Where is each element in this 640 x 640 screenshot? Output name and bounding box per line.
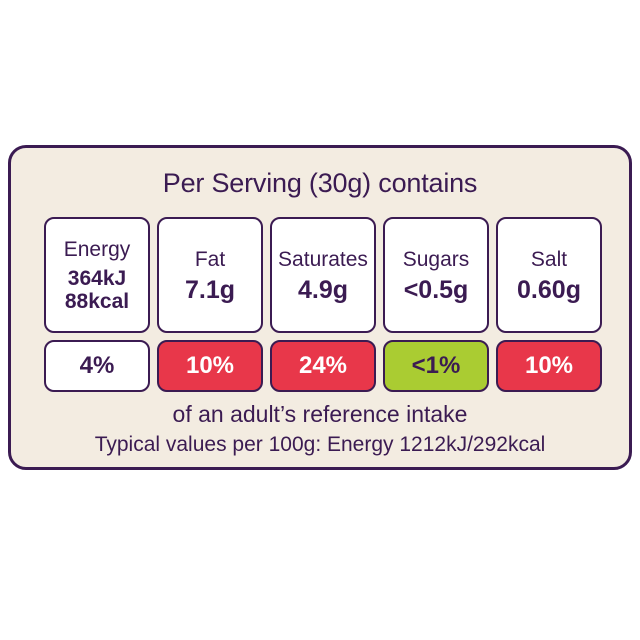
nutrient-cell-energy: Energy 364kJ 88kcal — [44, 217, 150, 333]
nutrient-value-energy-kj: 364kJ — [67, 266, 127, 290]
label-header: Per Serving (30g) contains — [162, 168, 478, 198]
nutrient-percent-sugars: <1% — [383, 340, 489, 392]
nutrient-name-salt: Salt — [530, 247, 568, 271]
nutrient-cell-sugars: Sugars <0.5g — [383, 217, 489, 333]
nutrient-value-energy-kcal: 88kcal — [64, 289, 130, 313]
nutrient-column-energy: Energy 364kJ 88kcal 4% — [44, 217, 150, 392]
nutrient-cell-saturates: Saturates 4.9g — [270, 217, 376, 333]
nutrient-column-salt: Salt 0.60g 10% — [496, 217, 602, 392]
nutrient-name-saturates: Saturates — [278, 247, 368, 271]
nutrient-percent-fat: 10% — [157, 340, 263, 392]
nutrient-name-energy: Energy — [63, 237, 131, 261]
nutrient-column-fat: Fat 7.1g 10% — [157, 217, 263, 392]
typical-values-note: Typical values per 100g: Energy 1212kJ/2… — [94, 433, 546, 456]
nutrient-cell-fat: Fat 7.1g — [157, 217, 263, 333]
nutrient-value-salt: 0.60g — [517, 275, 581, 304]
nutrient-value-fat: 7.1g — [184, 275, 236, 304]
nutrient-name-sugars: Sugars — [402, 247, 470, 271]
reference-intake-note: of an adult’s reference intake — [172, 401, 468, 427]
nutrient-value-sugars: <0.5g — [403, 275, 469, 304]
nutrient-column-sugars: Sugars <0.5g <1% — [383, 217, 489, 392]
nutrient-value-saturates: 4.9g — [297, 275, 349, 304]
nutrient-grid: Energy 364kJ 88kcal 4% Fat 7.1g 10% Satu… — [44, 217, 602, 392]
nutrient-cell-salt: Salt 0.60g — [496, 217, 602, 333]
nutrient-percent-salt: 10% — [496, 340, 602, 392]
nutrient-percent-energy: 4% — [44, 340, 150, 392]
nutrition-label-panel: Per Serving (30g) contains Energy 364kJ … — [8, 145, 632, 470]
nutrient-column-saturates: Saturates 4.9g 24% — [270, 217, 376, 392]
nutrient-percent-saturates: 24% — [270, 340, 376, 392]
nutrient-name-fat: Fat — [194, 247, 226, 271]
